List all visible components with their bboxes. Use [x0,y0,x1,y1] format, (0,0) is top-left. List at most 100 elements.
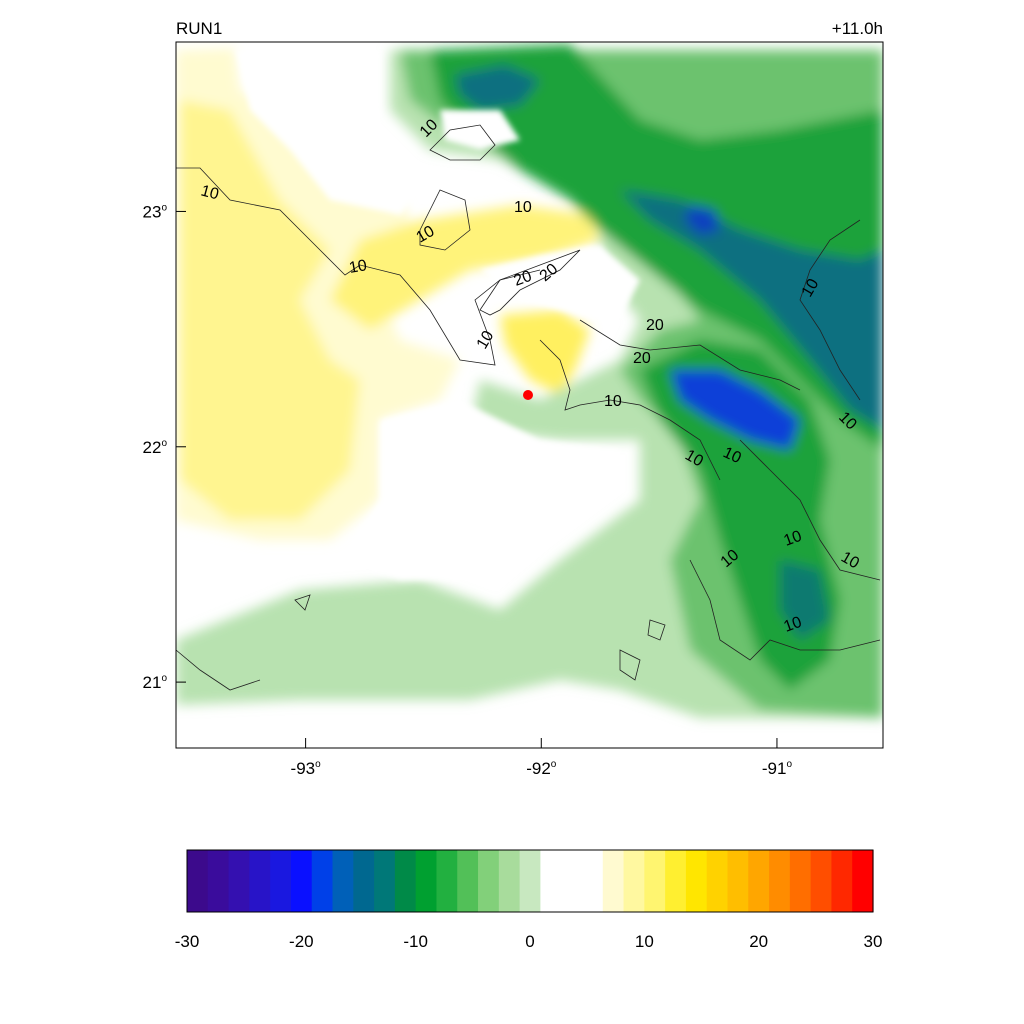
run-label: RUN1 [176,19,222,38]
contour-10-north [429,124,496,161]
near-zero-areas [236,50,640,580]
contour-10-north-east [799,219,861,401]
colorbar-swatch [332,850,354,912]
contour-10-small-1 [294,594,311,611]
colorbar-swatch [498,850,521,912]
contour-label: 10 [682,447,706,471]
near-zero-center-2 [440,110,520,150]
colorbar-swatch [207,850,230,912]
contour-label: 10 [799,276,823,300]
near-zero-north [236,50,420,215]
map-frame [175,41,884,749]
contour-10-small-2 [619,649,641,681]
colorbar-tick-label: -10 [403,932,428,951]
contour-10-southwest [176,649,261,691]
colorbar-tick-label: 10 [635,932,654,951]
colorbar-swatch [665,850,687,912]
contour-label: 10 [199,182,221,203]
contour-label: 10 [782,528,805,550]
positive-center [500,310,590,395]
colorbar-swatch [789,850,812,912]
colorbar-swatch [519,850,541,912]
colorbar-swatch [852,850,874,912]
colorbar-swatch [436,850,458,912]
lead-time-label: +11.0h [832,19,883,38]
negative-field-north-core [455,65,540,110]
colorbar-swatch [831,850,853,912]
map-panel: 10 10 10 10 10 20 20 10 20 20 10 10 10 1… [176,42,883,748]
lat-tick-label: 23o [143,202,168,221]
colorbar-tick-label: 30 [864,932,883,951]
colorbar-swatch [270,850,292,912]
contour-label: 10 [604,393,622,410]
colorbar-swatch [685,850,708,912]
contour-label: 10 [474,328,498,352]
lon-tick-label: -92o [526,759,557,778]
colorbar-swatch [561,850,583,912]
positive-field-west-core [180,100,360,520]
contour-10-band [419,189,471,251]
contour-label: 20 [633,350,651,367]
colorbar-swatch [581,850,604,912]
latitude-axis: 23o 22o 21o [143,202,186,692]
negative-field-east-strong [430,44,883,450]
colorbar-swatch [706,850,729,912]
colorbar-swatch [228,850,250,912]
colorbar-swatch [478,850,500,912]
colorbar-swatch [540,850,562,912]
lat-tick-label: 22o [143,438,168,457]
near-zero-band [480,245,640,320]
contour-label: 10 [348,257,369,277]
negative-field-east-core [670,370,800,450]
contour-label: 10 [720,444,743,467]
colorbar-swatch [623,850,645,912]
colorbar-tick-label: -20 [289,932,314,951]
colorbar-swatch [748,850,770,912]
colorbar-swatch [311,850,334,912]
contour-10-small-3 [647,619,666,641]
colorbar-frame [186,849,874,913]
longitude-axis: -93o -92o -91o [291,738,793,778]
colorbar-tick-label: -30 [175,932,200,951]
lat-tick-label: 21o [143,673,168,692]
colorbar-tick-label: 0 [525,932,534,951]
contour-10-south [689,559,881,661]
colorbar-swatch [644,850,666,912]
lon-tick-label: -93o [291,759,322,778]
negative-field-southeast-core [780,560,830,640]
colorbar-swatch [769,850,791,912]
contour-label: 20 [646,317,664,334]
colorbar-swatch [602,850,625,912]
colorbar-swatch [394,850,417,912]
colorbar-swatch [290,850,313,912]
contour-20-center [579,319,801,391]
negative-field-east-core-2 [685,205,720,235]
colorbar-swatch [187,850,209,912]
colorbar-swatch [457,850,479,912]
colorbar-swatch [727,850,749,912]
colorbar-swatch [353,850,375,912]
negative-field-east-core-north [620,190,883,430]
contour-label: 20 [512,268,535,290]
colorbar [187,850,874,912]
contour-label: 10 [782,614,805,636]
contour-10-center [539,339,721,481]
contour-10-east [739,439,881,581]
near-zero-center [340,400,620,580]
shaded-field [176,44,883,718]
location-marker [523,390,533,400]
colorbar-tick-labels: -30 -20 -10 0 10 20 30 [175,932,883,951]
contour-20-ring [479,249,581,316]
colorbar-swatch [810,850,833,912]
positive-band [330,205,600,330]
colorbar-swatch [249,850,271,912]
contour-10-west [176,167,541,366]
colorbar-swatch [415,850,438,912]
contour-label: 10 [414,223,438,247]
contour-lines [176,124,881,691]
colorbar-swatch [374,850,396,912]
contour-label: 10 [838,549,862,573]
colorbar-tick-label: 20 [749,932,768,951]
lon-tick-label: -91o [762,759,793,778]
